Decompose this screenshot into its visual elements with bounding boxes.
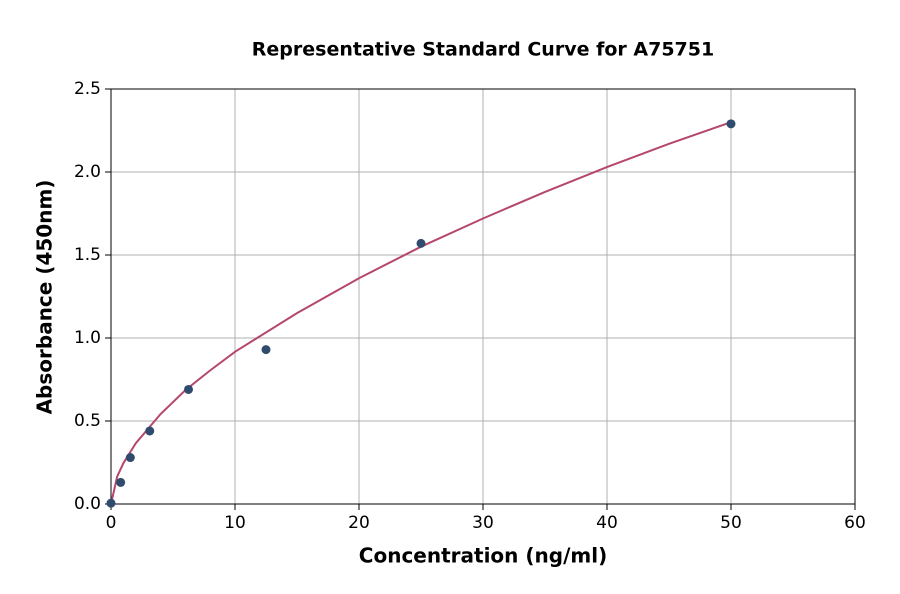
x-tick-label: 50 xyxy=(720,513,742,533)
data-point xyxy=(184,384,193,394)
data-point xyxy=(106,498,116,508)
data-point xyxy=(726,119,736,129)
x-tick-label: 20 xyxy=(348,513,370,533)
x-tick-label: 0 xyxy=(106,513,117,533)
plot-frame xyxy=(110,88,856,505)
x-tick-label: 30 xyxy=(472,513,494,533)
y-tick-label: 1.0 xyxy=(74,328,101,348)
chart-title: Representative Standard Curve for A75751 xyxy=(252,39,714,61)
data-point xyxy=(116,477,126,487)
data-point xyxy=(125,453,135,463)
fit-curve xyxy=(110,121,732,505)
data-point xyxy=(145,426,155,436)
y-tick-label: 0.5 xyxy=(74,411,101,431)
y-axis-label: Absorbance (450nm) xyxy=(33,180,57,415)
y-tick-label: 2.0 xyxy=(74,162,101,182)
x-tick-label: 60 xyxy=(844,513,866,533)
data-point xyxy=(416,238,426,248)
x-tick-label: 10 xyxy=(224,513,246,533)
data-point xyxy=(261,345,271,355)
y-tick-label: 0.0 xyxy=(74,494,101,514)
x-axis-label: Concentration (ng/ml) xyxy=(359,544,607,568)
y-tick-label: 1.5 xyxy=(74,245,101,265)
y-tick-label: 2.5 xyxy=(74,79,101,99)
x-tick-label: 40 xyxy=(596,513,618,533)
